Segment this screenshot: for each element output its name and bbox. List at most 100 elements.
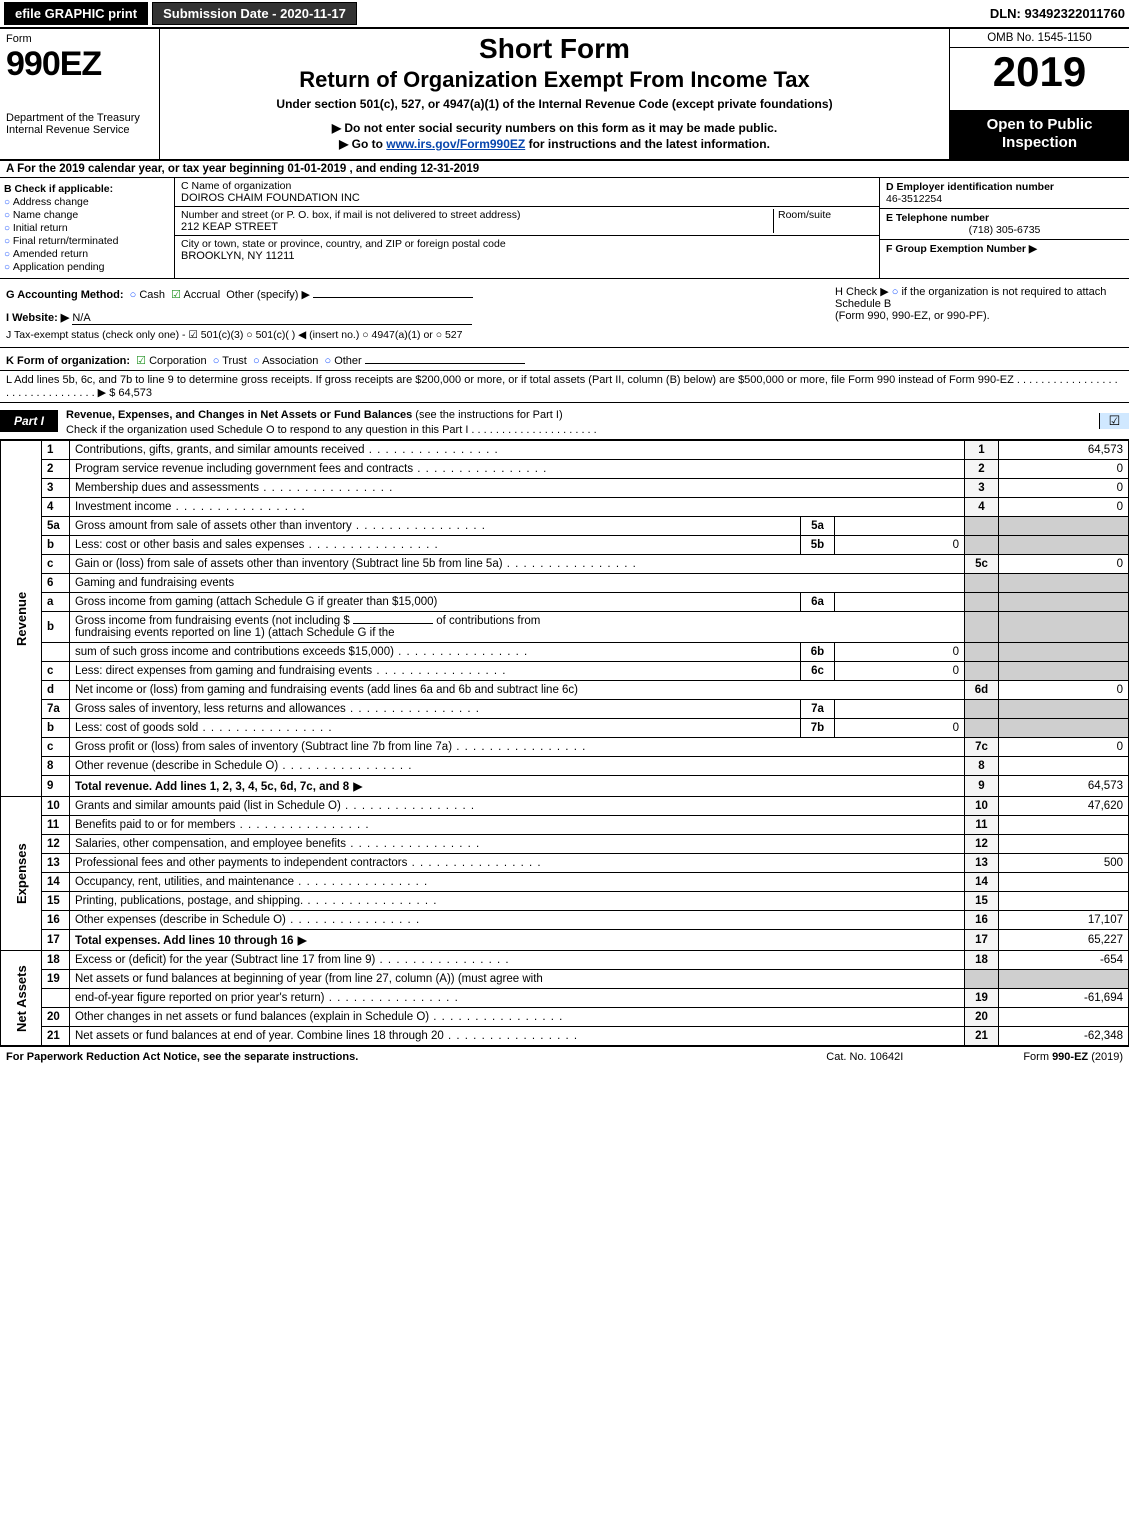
check-corporation[interactable]: Corporation — [136, 355, 206, 367]
row-num: d — [41, 681, 69, 700]
table-row: 4 Investment income 4 0 — [1, 498, 1129, 517]
form-id-box: Form 990EZ Department of the Treasury In… — [0, 29, 160, 159]
row-desc: Gross profit or (loss) from sales of inv… — [75, 741, 586, 753]
table-row: 6 Gaming and fundraising events — [1, 574, 1129, 593]
line-g-h: G Accounting Method: Cash Accrual Other … — [0, 279, 1129, 348]
row-desc: Other expenses (describe in Schedule O) — [75, 914, 420, 926]
row-value: 17,107 — [999, 911, 1129, 930]
table-row: end-of-year figure reported on prior yea… — [1, 989, 1129, 1008]
org-name-label: C Name of organization — [181, 180, 873, 192]
row-value — [999, 892, 1129, 911]
row-num: b — [41, 536, 69, 555]
row-value — [999, 873, 1129, 892]
other-method-input[interactable] — [313, 285, 473, 298]
sub-ref: 7a — [801, 700, 835, 719]
sub-ref: 6b — [801, 643, 835, 662]
check-amended-return[interactable]: Amended return — [4, 248, 170, 260]
check-address-change[interactable]: Address change — [4, 196, 170, 208]
row-value: 64,573 — [999, 776, 1129, 797]
revenue-side-label: Revenue — [1, 441, 42, 797]
room-label: Room/suite — [773, 209, 873, 233]
row-ref: 18 — [965, 951, 999, 970]
row-value — [999, 593, 1129, 612]
sub-ref: 7b — [801, 719, 835, 738]
row-ref: 4 — [965, 498, 999, 517]
row-num: 18 — [41, 951, 69, 970]
row-desc: Professional fees and other payments to … — [75, 857, 542, 869]
check-cash[interactable]: Cash — [130, 289, 165, 301]
row-ref: 11 — [965, 816, 999, 835]
check-schedule-b[interactable] — [892, 286, 902, 298]
city-value: BROOKLYN, NY 11211 — [181, 250, 873, 262]
check-name-change[interactable]: Name change — [4, 209, 170, 221]
row-desc-b: of contributions from — [436, 615, 540, 627]
row-ref: 21 — [965, 1027, 999, 1046]
check-association[interactable]: Association — [253, 355, 318, 367]
sub-value: 0 — [835, 536, 965, 555]
contributions-input[interactable] — [353, 623, 433, 624]
line-k: K Form of organization: Corporation Trus… — [0, 348, 1129, 371]
table-row: 13 Professional fees and other payments … — [1, 854, 1129, 873]
row-ref: 12 — [965, 835, 999, 854]
row-value: 47,620 — [999, 797, 1129, 816]
table-row: Net Assets 18 Excess or (deficit) for th… — [1, 951, 1129, 970]
row-num: c — [41, 662, 69, 681]
row-ref: 20 — [965, 1008, 999, 1027]
row-desc: Gross sales of inventory, less returns a… — [75, 703, 480, 715]
row-value: 500 — [999, 854, 1129, 873]
form-of-org-label: K Form of organization: — [6, 355, 130, 367]
form-title-box: Short Form Return of Organization Exempt… — [160, 29, 949, 159]
section-b: B Check if applicable: Address change Na… — [0, 178, 175, 278]
row-desc: Less: cost or other basis and sales expe… — [75, 539, 439, 551]
table-row: 14 Occupancy, rent, utilities, and maint… — [1, 873, 1129, 892]
row-num: c — [41, 738, 69, 757]
table-row: 8 Other revenue (describe in Schedule O)… — [1, 757, 1129, 776]
row-ref — [965, 517, 999, 536]
row-desc: Less: cost of goods sold — [75, 722, 333, 734]
part-i-check-icon[interactable]: ☑ — [1099, 413, 1129, 429]
section-c: C Name of organization DOIROS CHAIM FOUN… — [175, 178, 879, 278]
website-value: N/A — [72, 312, 472, 325]
table-row: b Gross income from fundraising events (… — [1, 612, 1129, 643]
check-other-org[interactable]: Other — [324, 355, 361, 367]
sub-value: 0 — [835, 643, 965, 662]
irs-link[interactable]: www.irs.gov/Form990EZ — [386, 137, 525, 151]
row-desc: Net assets or fund balances at beginning… — [69, 970, 964, 989]
row-desc: sum of such gross income and contributio… — [75, 646, 528, 658]
check-initial-return[interactable]: Initial return — [4, 222, 170, 234]
row-value — [999, 757, 1129, 776]
ein-label: D Employer identification number — [886, 181, 1054, 193]
form-header: Form 990EZ Department of the Treasury In… — [0, 29, 1129, 161]
row-num: 11 — [41, 816, 69, 835]
check-trust[interactable]: Trust — [213, 355, 247, 367]
row-ref: 2 — [965, 460, 999, 479]
expenses-side-label: Expenses — [1, 797, 42, 951]
row-ref: 17 — [965, 930, 999, 951]
ein-value: 46-3512254 — [886, 193, 942, 205]
table-row: 9 Total revenue. Add lines 1, 2, 3, 4, 5… — [1, 776, 1129, 797]
other-org-input[interactable] — [365, 351, 525, 364]
row-desc: Net income or (loss) from gaming and fun… — [69, 681, 964, 700]
row-num: 19 — [41, 970, 69, 989]
row-num — [41, 643, 69, 662]
form-word: Form — [6, 33, 153, 45]
row-desc: Investment income — [75, 501, 306, 513]
check-accrual[interactable]: Accrual — [171, 289, 220, 301]
city-label: City or town, state or province, country… — [181, 238, 873, 250]
row-desc: Contributions, gifts, grants, and simila… — [75, 444, 499, 456]
row-value — [999, 612, 1129, 643]
check-application-pending[interactable]: Application pending — [4, 261, 170, 273]
sub-ref: 5a — [801, 517, 835, 536]
row-num: 9 — [41, 776, 69, 797]
efile-button[interactable]: efile GRAPHIC print — [4, 2, 148, 25]
line-j: J Tax-exempt status (check only one) - ☑… — [6, 329, 823, 341]
row-num: 7a — [41, 700, 69, 719]
row-ref: 7c — [965, 738, 999, 757]
title-sub: Under section 501(c), 527, or 4947(a)(1)… — [168, 97, 941, 111]
row-num: 3 — [41, 479, 69, 498]
row-desc: Membership dues and assessments — [75, 482, 393, 494]
sub-value — [835, 700, 965, 719]
row-num: 17 — [41, 930, 69, 951]
check-final-return[interactable]: Final return/terminated — [4, 235, 170, 247]
submission-date-button[interactable]: Submission Date - 2020-11-17 — [152, 2, 357, 25]
